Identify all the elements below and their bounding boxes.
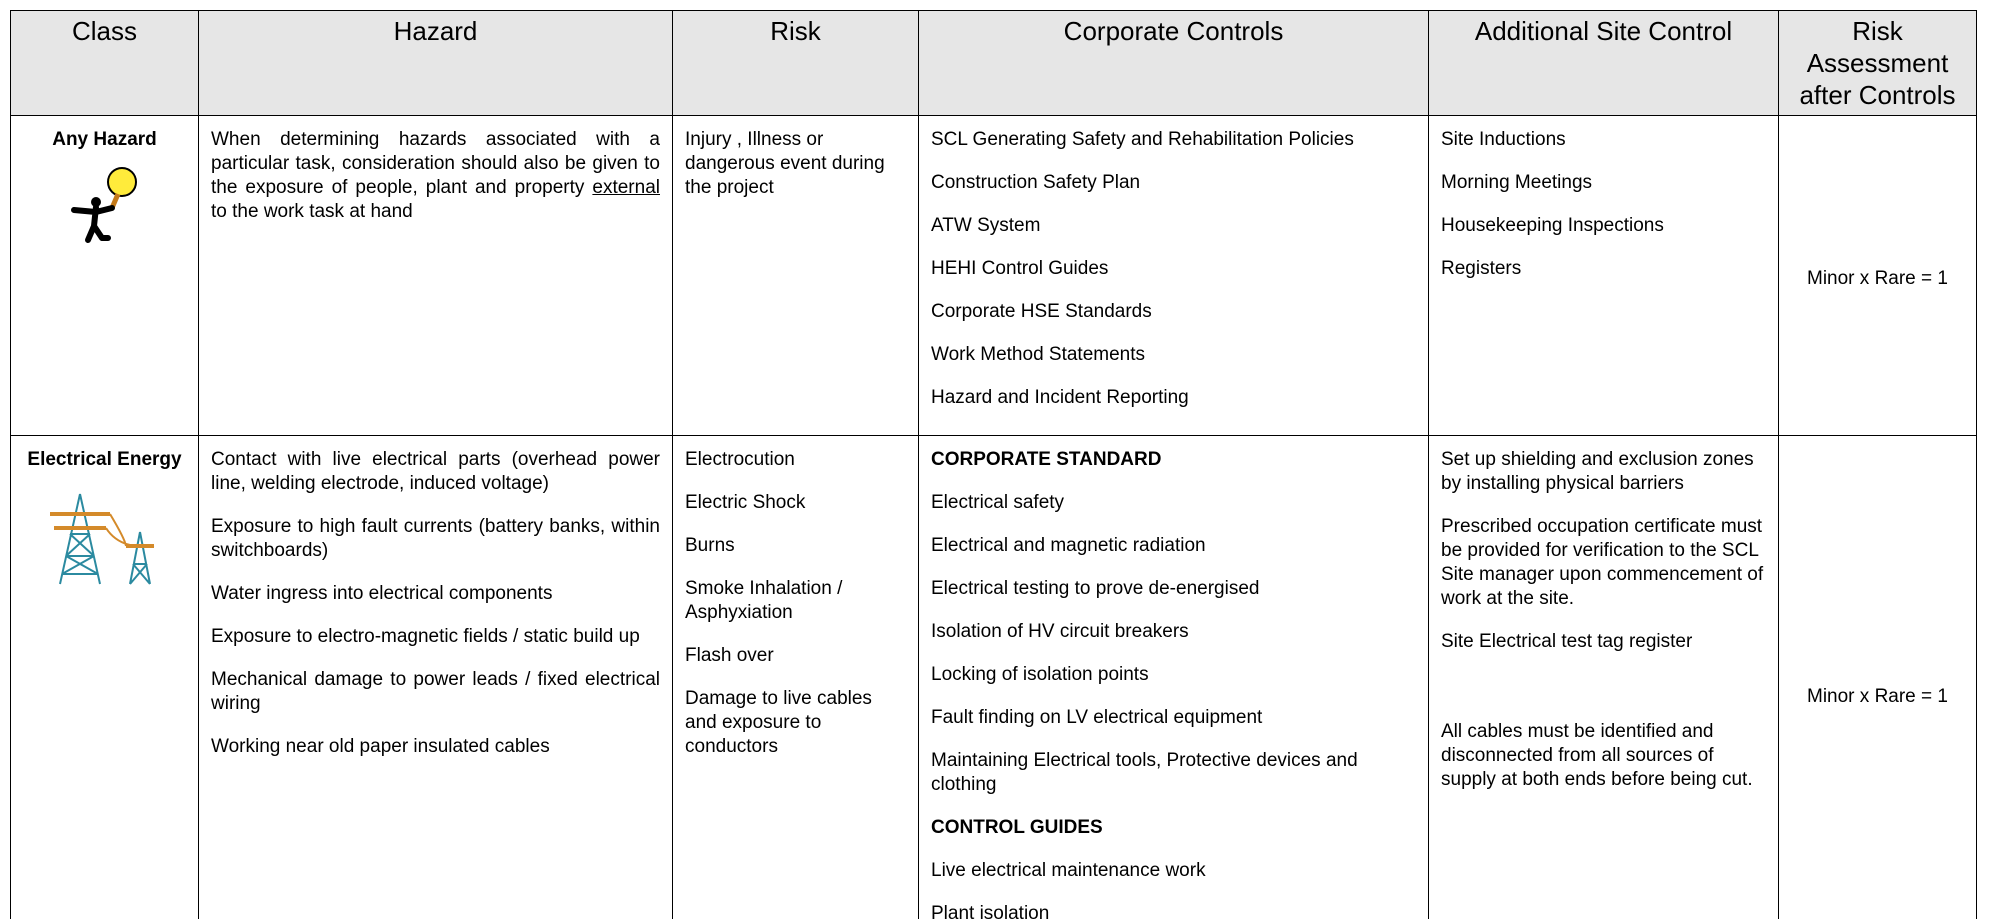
risk-text: Electric Shock xyxy=(685,492,806,513)
class-label: Electrical Energy xyxy=(27,449,182,470)
control-item: Electrical and magnetic radiation xyxy=(931,535,1206,556)
corporate-controls-cell: CORPORATE STANDARD Electrical safety Elect… xyxy=(918,435,1429,919)
hazard-underlined: external xyxy=(592,177,660,198)
control-item: Corporate HSE Standards xyxy=(931,301,1152,322)
class-label: Any Hazard xyxy=(52,129,157,150)
control-item: ATW System xyxy=(931,215,1041,236)
site-control-item: All cables must be identified and discon… xyxy=(1441,721,1753,790)
person-sign-icon xyxy=(70,167,137,243)
risk-cell: Electrocution Electric Shock Burns Smoke In… xyxy=(672,435,919,919)
control-item: SCL Generating Safety and Rehabilitation… xyxy=(931,129,1354,150)
column-header: Hazard xyxy=(198,10,673,116)
control-item: Fault finding on LV electrical equipment xyxy=(931,707,1263,728)
table-body: Any Hazard When determining hazards asso… xyxy=(10,115,1977,919)
control-item: Hazard and Incident Reporting xyxy=(931,387,1189,408)
column-header: Risk xyxy=(672,10,919,116)
hazard-text-part: When determining hazards associated with… xyxy=(211,129,660,198)
power-pylon-icon xyxy=(49,493,154,585)
control-heading: CORPORATE STANDARD xyxy=(931,449,1162,470)
header-row: Class Hazard Risk Corporate Controls Additio… xyxy=(10,10,1977,116)
hazard-text: Exposure to high fault currents (battery… xyxy=(211,516,660,561)
hazard-cell: When determining hazards associated with… xyxy=(198,115,673,436)
control-item: Locking of isolation points xyxy=(931,664,1149,685)
hazard-text: Exposure to electro-magnetic fields / st… xyxy=(211,626,640,647)
table-row: Electrical Energy Contact with live elec… xyxy=(10,435,1977,919)
risk-cell: Injury , Illness or dangerous event duri… xyxy=(672,115,919,436)
control-item: Construction Safety Plan xyxy=(931,172,1141,193)
risk-text: Electrocution xyxy=(685,449,795,470)
control-item: HEHI Control Guides xyxy=(931,258,1109,279)
class-cell: Any Hazard xyxy=(10,115,199,436)
site-control-cell: Set up shielding and exclusion zones by … xyxy=(1428,435,1779,919)
site-control-item: Site Electrical test tag register xyxy=(1441,631,1693,652)
control-item: Work Method Statements xyxy=(931,344,1146,365)
control-item: Electrical testing to prove de-energised xyxy=(931,578,1260,599)
hazard-text: Water ingress into electrical components xyxy=(211,583,553,604)
hazard-text-part: to the work task at hand xyxy=(211,201,413,222)
site-control-cell: Site Inductions Morning Meetings Housekeep… xyxy=(1428,115,1779,436)
table-row: Any Hazard When determining hazards asso… xyxy=(10,115,1977,436)
risk-text: Smoke Inhalation / Asphyxiation xyxy=(685,578,843,623)
column-header: Class xyxy=(10,10,199,116)
column-header: Risk Assessment after Controls xyxy=(1778,10,1977,116)
class-cell: Electrical Energy xyxy=(10,435,199,919)
site-control-item: Site Inductions xyxy=(1441,129,1566,150)
site-control-item: Registers xyxy=(1441,258,1522,279)
risk-text: Damage to live cables and exposure to co… xyxy=(685,688,872,757)
control-item: Live electrical maintenance work xyxy=(931,860,1206,881)
site-control-item: Housekeeping Inspections xyxy=(1441,215,1664,236)
control-item: Isolation of HV circuit breakers xyxy=(931,621,1189,642)
hazard-text: When determining hazards associated with… xyxy=(211,128,660,224)
corporate-controls-cell: SCL Generating Safety and Rehabilitation… xyxy=(918,115,1429,436)
hazard-cell: Contact with live electrical parts (over… xyxy=(198,435,673,919)
site-control-item: Prescribed occupation certificate must b… xyxy=(1441,516,1764,609)
control-item: Electrical safety xyxy=(931,492,1065,513)
risk-table: Class Hazard Risk Corporate Controls Additio… xyxy=(10,10,1977,919)
risk-assessment-cell: Minor x Rare = 1 xyxy=(1778,435,1977,919)
column-header: Additional Site Control xyxy=(1428,10,1779,116)
control-item: Plant isolation xyxy=(931,903,1050,919)
risk-text: Flash over xyxy=(685,645,774,666)
hazard-text: Mechanical damage to power leads / fixed… xyxy=(211,669,660,714)
control-heading: CONTROL GUIDES xyxy=(931,817,1103,838)
risk-text: Burns xyxy=(685,535,735,556)
hazard-text: Working near old paper insulated cables xyxy=(211,736,550,757)
site-control-item: Morning Meetings xyxy=(1441,172,1593,193)
site-control-item: Set up shielding and exclusion zones by … xyxy=(1441,449,1754,494)
control-item: Maintaining Electrical tools, Protective… xyxy=(931,750,1358,795)
hazard-text: Contact with live electrical parts (over… xyxy=(211,449,660,494)
column-header: Corporate Controls xyxy=(918,10,1429,116)
risk-assessment-cell: Minor x Rare = 1 xyxy=(1778,115,1977,436)
risk-text: Injury , Illness or dangerous event duri… xyxy=(685,129,885,198)
